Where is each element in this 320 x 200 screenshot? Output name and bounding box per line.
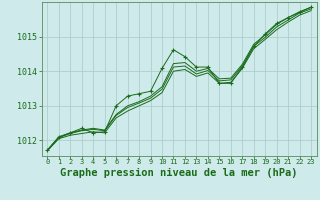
X-axis label: Graphe pression niveau de la mer (hPa): Graphe pression niveau de la mer (hPa) xyxy=(60,168,298,178)
